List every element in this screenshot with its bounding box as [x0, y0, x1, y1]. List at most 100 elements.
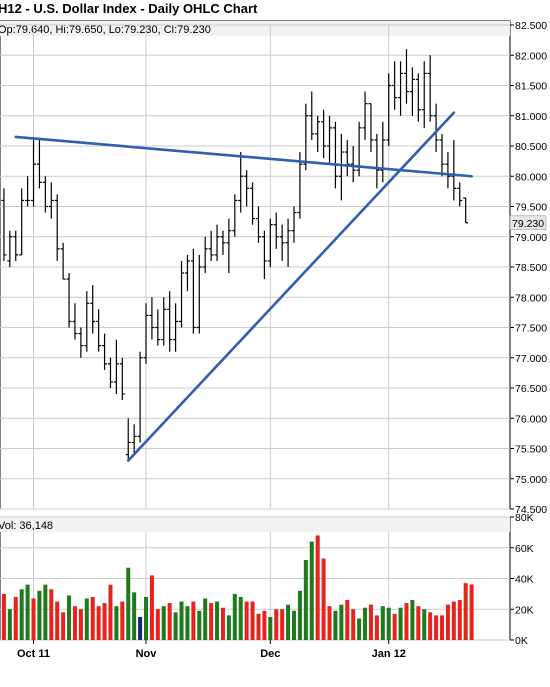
ohlc-bar [380, 121, 386, 183]
volume-bar [445, 604, 450, 640]
volume-bar [55, 601, 60, 640]
ohlc-bar [179, 260, 185, 328]
volume-bar [49, 589, 54, 640]
ohlc-bar [309, 91, 315, 140]
volume-bar [126, 567, 131, 640]
volume-bar [463, 583, 468, 640]
volume-bar [197, 610, 202, 640]
volume-bar [96, 606, 101, 640]
volume-bar [404, 603, 409, 640]
volume-bar [78, 609, 83, 640]
price-tick-label: 76.500 [515, 383, 547, 395]
price-tick-label: 80.500 [515, 141, 547, 153]
volume-bar [1, 593, 6, 640]
volume-bar [416, 606, 421, 640]
ohlc-bar [297, 152, 303, 219]
ohlc-bar [66, 273, 72, 328]
ohlc-bar [96, 309, 102, 352]
volume-bar [451, 601, 456, 640]
ohlc-bar [232, 194, 238, 237]
volume-bar [339, 604, 344, 640]
volume-bar [457, 600, 462, 640]
ohlc-bar [0, 199, 1, 202]
ohlc-bar [208, 230, 214, 261]
volume-bar [380, 606, 385, 640]
price-tick-label: 78.000 [515, 292, 547, 304]
volume-bar [203, 598, 208, 640]
price-tick-label: 80.000 [515, 171, 547, 183]
volume-bar [244, 601, 249, 640]
price-tick-label: 82.000 [515, 50, 547, 62]
price-tick-label: 75.500 [515, 444, 547, 456]
x-tick-label: Dec [260, 648, 280, 660]
volume-bar [321, 558, 326, 640]
volume-bar [368, 604, 373, 640]
x-tick-label: Nov [136, 648, 158, 660]
ohlc-bar [421, 61, 427, 128]
ohlc-bar [427, 55, 433, 122]
x-axis: Oct 11 Nov Dec Jan 12 [17, 640, 406, 660]
volume-bar [309, 541, 314, 640]
ohlc-bar [48, 182, 54, 219]
volume-info-bar [0, 517, 510, 532]
ohlc-bar [315, 115, 321, 153]
volume-bar [392, 613, 397, 640]
ohlc-bar [350, 146, 356, 183]
volume-bar [13, 596, 18, 640]
ohlc-bar [279, 224, 285, 261]
ohlc-bar [137, 351, 143, 443]
x-tick-label: Jan 12 [372, 648, 406, 660]
ohlc-bar [149, 297, 155, 340]
volume-bar [410, 600, 415, 640]
volume-bar [297, 590, 302, 640]
ohlc-bar [250, 182, 256, 225]
volume-bar [43, 584, 48, 640]
ohlc-bar [273, 212, 279, 249]
volume-label: Vol: 36,148 [0, 520, 53, 532]
ohlc-bar [445, 152, 451, 189]
chart-title: H12 - U.S. Dollar Index - Daily OHLC Cha… [0, 1, 258, 16]
ohlc-bar [13, 230, 19, 261]
trendlines [14, 111, 473, 462]
volume-bar [469, 584, 474, 640]
volume-bar [440, 615, 444, 640]
ohlc-bar [125, 418, 131, 461]
volume-bar [398, 607, 403, 640]
volume-bar [238, 596, 243, 640]
volume-bar [215, 601, 220, 640]
volume-bar [120, 601, 125, 640]
volume-bar [315, 535, 320, 640]
price-tick-label: 79.000 [515, 232, 547, 244]
ohlc-bar [226, 218, 232, 274]
ohlc-info: Op:79.640, Hi:79.650, Lo:79.230, Cl:79.2… [0, 24, 211, 36]
ohlc-bar [327, 115, 333, 165]
volume-bar [303, 560, 308, 640]
volume-bar [114, 606, 119, 640]
price-tick-label: 81.000 [515, 111, 547, 123]
volume-bar [179, 601, 184, 640]
volume-bar [374, 615, 379, 640]
ohlc-bar [119, 357, 125, 401]
volume-bar [167, 603, 172, 640]
ohlc-bar [386, 73, 392, 146]
ohlc-bar [433, 103, 439, 153]
volume-bar [286, 604, 291, 640]
volume-bar [31, 598, 36, 640]
volume-bar [155, 609, 160, 640]
volume-bar [61, 612, 66, 640]
ohlc-bar [244, 170, 250, 207]
ohlc-bar [1, 188, 7, 261]
ohlc-bar [42, 176, 48, 213]
volume-bar [191, 601, 196, 640]
volume-bar [357, 618, 362, 640]
ohlc-bar [321, 109, 327, 159]
last-price-marker: 79.230 [509, 215, 547, 231]
price-axis: 82.500 82.000 81.500 81.000 80.500 80.000 79.5… [510, 20, 547, 516]
volume-bar [262, 610, 267, 640]
ohlc-bar [238, 152, 244, 213]
ohlc-bar [368, 103, 374, 153]
ohlc-bar [439, 133, 445, 177]
x-tick-label: Oct 11 [17, 648, 50, 660]
last-price-box [509, 215, 547, 231]
volume-bar [345, 600, 350, 640]
